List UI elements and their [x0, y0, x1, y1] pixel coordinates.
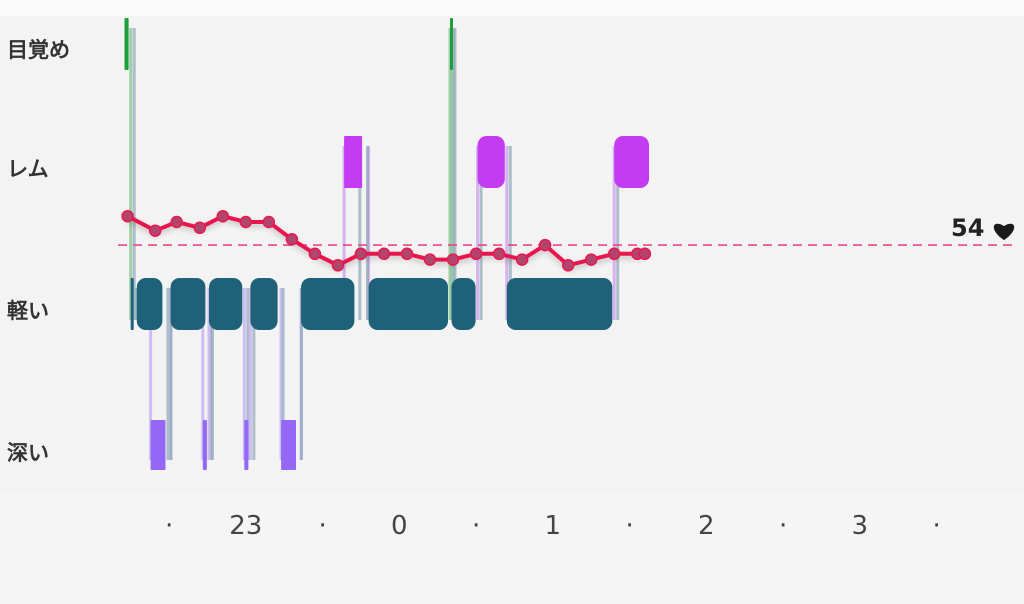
stage-transition-line — [166, 288, 170, 460]
heart-rate-point — [354, 247, 368, 261]
time-axis-tick-label: · — [932, 511, 940, 541]
stage-transition-line — [479, 146, 483, 320]
heart-rate-point — [308, 247, 322, 261]
time-axis-tick-label: 23 — [229, 511, 262, 541]
heart-rate-point — [331, 259, 345, 272]
stage-transition-line — [279, 288, 283, 460]
stage-block — [136, 278, 163, 330]
heart-rate-point — [262, 215, 276, 229]
stage-transition-line — [505, 146, 509, 320]
stage-transition-line — [211, 288, 214, 460]
stage-transition-line — [129, 28, 133, 320]
stage-label-rem: レム — [7, 157, 49, 181]
time-axis-tick-label: 2 — [698, 511, 715, 541]
stage-block — [301, 278, 355, 330]
heart-rate-point — [538, 238, 552, 252]
stage-transition-line — [453, 28, 457, 320]
stage-transition-line — [281, 288, 285, 460]
heart-rate-point — [446, 253, 460, 266]
stage-segments — [124, 18, 649, 470]
heart-rate-point — [515, 253, 529, 266]
stage-transition-line — [132, 28, 136, 320]
stage-transition-line — [149, 288, 153, 460]
stage-transition-line — [246, 288, 250, 460]
heart-rate-point — [121, 209, 134, 223]
time-axis-ticks: · 23 · 0 · 1 · 2 · 3 · — [165, 511, 941, 541]
heart-icon — [993, 223, 1015, 241]
heart-rate-point — [377, 247, 391, 261]
stage-transition-line — [248, 288, 252, 460]
stage-block — [209, 278, 243, 330]
heart-rate-series — [121, 209, 652, 272]
heart-rate-point — [492, 247, 506, 261]
stage-block — [250, 278, 278, 330]
heart-rate-point — [216, 209, 230, 223]
stage-label-deep: 深い — [7, 441, 49, 465]
stage-transition-line — [616, 146, 620, 320]
stage-transition-line — [366, 146, 369, 320]
stage-transition-line — [252, 288, 256, 460]
heart-rate-point — [607, 247, 621, 261]
stage-label-light: 軽い — [7, 299, 49, 323]
stage-block — [130, 278, 134, 330]
stage-block — [506, 278, 613, 330]
heart-rate-point — [148, 224, 162, 237]
stage-transition-line — [476, 146, 480, 320]
heart-rate-point — [469, 247, 483, 261]
stage-block — [124, 18, 129, 70]
heart-rate-point — [239, 215, 253, 229]
heart-rate-point — [193, 221, 207, 235]
stage-block — [150, 420, 166, 470]
stage-transitions — [129, 28, 620, 460]
stage-transition-line — [242, 288, 246, 460]
stage-block — [244, 420, 249, 470]
heart-rate-point — [285, 233, 299, 246]
time-axis-band — [0, 492, 1024, 604]
stage-transition-line — [169, 288, 173, 460]
stage-block — [477, 136, 505, 188]
stage-block — [614, 136, 649, 188]
heart-rate-point — [423, 253, 437, 266]
stage-transition-line — [201, 288, 205, 460]
stage-block — [281, 420, 296, 470]
time-axis-tick-label: · — [165, 511, 173, 541]
stage-transition-line — [207, 288, 211, 460]
heart-rate-reference-value: 54 — [951, 214, 984, 242]
heart-rate-point — [400, 247, 414, 261]
time-axis-tick-label: · — [318, 511, 326, 541]
stage-block — [344, 136, 363, 188]
heart-rate-point — [170, 215, 183, 229]
time-axis-tick-label: 3 — [852, 511, 869, 541]
top-strip — [0, 0, 1024, 16]
time-axis-tick-label: · — [472, 511, 480, 541]
heart-rate-reference-label: 54 — [951, 214, 1015, 242]
stage-transition-line — [450, 28, 453, 320]
time-axis-tick-label: · — [625, 511, 633, 541]
stage-transition-line — [358, 146, 362, 320]
heart-rate-point — [638, 247, 652, 261]
stage-block — [451, 278, 476, 330]
stage-label-awake: 目覚め — [7, 38, 70, 62]
stage-transition-line — [508, 146, 512, 320]
time-axis-tick-label: 1 — [545, 511, 562, 541]
stage-transition-line — [612, 146, 616, 320]
heart-rate-point — [561, 259, 575, 272]
heart-rate-point — [584, 253, 598, 266]
stage-transition-line — [209, 288, 213, 460]
stage-transition-line — [342, 146, 346, 320]
stage-block — [202, 420, 207, 470]
time-axis-tick-label: 0 — [391, 511, 408, 541]
stage-transition-line — [300, 288, 303, 460]
stage-block — [450, 18, 453, 70]
stage-block — [170, 278, 206, 330]
stage-block — [368, 278, 448, 330]
time-axis-tick-label: · — [779, 511, 787, 541]
